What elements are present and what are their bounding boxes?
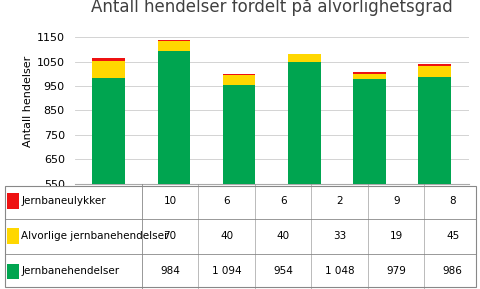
Text: 33: 33 <box>332 231 346 241</box>
Bar <box>418 64 450 66</box>
Bar <box>222 85 255 289</box>
Text: Jernbaneulykker: Jernbaneulykker <box>21 196 106 206</box>
Text: 1 094: 1 094 <box>211 266 241 276</box>
Text: 6: 6 <box>223 196 229 206</box>
Bar <box>7 264 19 279</box>
Bar <box>352 72 385 74</box>
Text: 2: 2 <box>336 196 342 206</box>
Text: 19: 19 <box>389 231 402 241</box>
Text: 10: 10 <box>163 196 176 206</box>
Bar <box>92 61 125 78</box>
Bar <box>7 228 19 244</box>
Text: 8: 8 <box>448 196 455 206</box>
Text: 40: 40 <box>276 231 289 241</box>
Bar <box>288 54 320 62</box>
Text: 40: 40 <box>220 231 233 241</box>
Text: Jernbanehendelser: Jernbanehendelser <box>21 266 120 276</box>
Text: 979: 979 <box>385 266 405 276</box>
Bar <box>418 77 450 289</box>
Bar <box>92 78 125 289</box>
Bar <box>352 74 385 79</box>
Text: 70: 70 <box>163 231 176 241</box>
Text: Alvorlige jernbanehendelser: Alvorlige jernbanehendelser <box>21 231 168 241</box>
Bar <box>222 75 255 85</box>
Text: 984: 984 <box>160 266 180 276</box>
FancyBboxPatch shape <box>5 186 475 287</box>
Bar <box>157 40 190 41</box>
Text: 9: 9 <box>392 196 399 206</box>
Text: 986: 986 <box>442 266 462 276</box>
Bar <box>288 62 320 289</box>
Text: 1 048: 1 048 <box>324 266 354 276</box>
Bar <box>222 74 255 75</box>
Text: 45: 45 <box>445 231 458 241</box>
Bar <box>7 193 19 209</box>
Title: Antall hendelser fordelt på alvorlighetsgrad: Antall hendelser fordelt på alvorlighets… <box>91 0 452 16</box>
Text: 954: 954 <box>273 266 292 276</box>
Bar <box>157 41 190 51</box>
Bar <box>157 51 190 289</box>
Y-axis label: Antall hendelser: Antall hendelser <box>23 56 33 147</box>
Bar <box>418 66 450 77</box>
Text: 6: 6 <box>279 196 286 206</box>
Bar <box>352 79 385 289</box>
Bar <box>92 58 125 61</box>
